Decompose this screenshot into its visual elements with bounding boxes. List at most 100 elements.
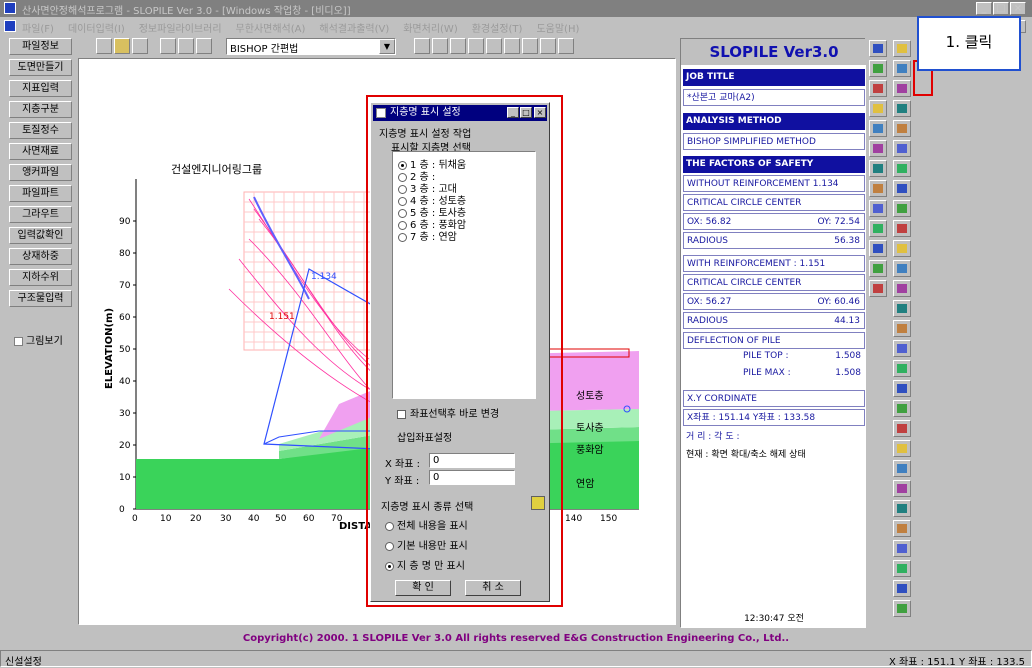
- tool-icon[interactable]: [869, 280, 887, 297]
- tool-icon[interactable]: [893, 260, 911, 277]
- left-button[interactable]: 사면재료: [9, 143, 72, 160]
- tool-icon[interactable]: [893, 540, 911, 557]
- menu-item[interactable]: 데이터입력(I): [67, 24, 125, 35]
- left-button[interactable]: 지표입력: [9, 80, 72, 97]
- menu-item[interactable]: 파일(F): [22, 24, 54, 35]
- tool-icon[interactable]: [893, 520, 911, 537]
- chevron-down-icon[interactable]: ▼: [379, 39, 395, 54]
- tool-icon[interactable]: [893, 400, 911, 417]
- tool-icon[interactable]: [893, 120, 911, 137]
- tool-icon[interactable]: [893, 100, 911, 117]
- tool-icon[interactable]: [869, 140, 887, 157]
- left-button[interactable]: 파일정보: [9, 38, 72, 55]
- cut-icon[interactable]: [160, 38, 176, 54]
- x-coord-input[interactable]: 0: [429, 453, 515, 468]
- left-button[interactable]: 도면만들기: [9, 59, 72, 76]
- analyze-icon[interactable]: [414, 38, 430, 54]
- open-folder-icon[interactable]: [114, 38, 130, 54]
- tool-icon[interactable]: [869, 160, 887, 177]
- grid-icon[interactable]: [468, 38, 484, 54]
- left-button[interactable]: 상재하중: [9, 248, 72, 265]
- tool-icon[interactable]: [869, 220, 887, 237]
- left-button[interactable]: 지층구분: [9, 101, 72, 118]
- dialog-title-bar[interactable]: 지층명 표시 설정 _ □ ×: [373, 105, 547, 121]
- dialog-maximize-button[interactable]: □: [520, 107, 532, 118]
- option-basic[interactable]: 기본 내용만 표시: [385, 537, 468, 552]
- left-button[interactable]: 앵커파일: [9, 164, 72, 181]
- tool-icon[interactable]: [893, 160, 911, 177]
- left-button[interactable]: 그라우트: [9, 206, 72, 223]
- tool-icon[interactable]: [893, 200, 911, 217]
- tool-icon[interactable]: [893, 240, 911, 257]
- tool-icon[interactable]: [893, 460, 911, 477]
- left-button[interactable]: 파일파트: [9, 185, 72, 202]
- tool-icon[interactable]: [869, 120, 887, 137]
- tool-icon[interactable]: [893, 80, 911, 97]
- method-combo[interactable]: BISHOP 간편법 ▼: [226, 38, 396, 55]
- tool-icon[interactable]: [869, 180, 887, 197]
- tool-icon[interactable]: [893, 340, 911, 357]
- zoom-in-icon[interactable]: [486, 38, 502, 54]
- tool-icon[interactable]: [893, 480, 911, 497]
- maximize-button[interactable]: □: [993, 2, 1009, 15]
- minimize-button[interactable]: _: [976, 2, 992, 15]
- tool-icon[interactable]: [893, 280, 911, 297]
- option-name-only[interactable]: 지 층 명 만 표시: [385, 557, 465, 572]
- tool-icon[interactable]: [893, 440, 911, 457]
- print-icon[interactable]: [196, 38, 212, 54]
- left-button[interactable]: 입력값확인: [9, 227, 72, 244]
- layer-list[interactable]: 1 층 : 뒤채움 2 층 :3 층 : 고대 4 층 : 성토층 5 층 : 토사층…: [392, 151, 536, 399]
- refresh-icon[interactable]: [558, 38, 574, 54]
- tool-icon[interactable]: [869, 100, 887, 117]
- y-coord-input[interactable]: 0: [429, 470, 515, 485]
- zoom-window-icon[interactable]: [540, 38, 556, 54]
- tool-icon[interactable]: [869, 60, 887, 77]
- tool-icon[interactable]: [893, 140, 911, 157]
- tool-icon[interactable]: [893, 320, 911, 337]
- left-button[interactable]: 구조물입력: [9, 290, 72, 307]
- left-button[interactable]: 토질정수: [9, 122, 72, 139]
- window-title-bar[interactable]: 산사면안정해석프로그램 - SLOPILE Ver 3.0 - [Windows…: [0, 0, 1032, 17]
- chart-icon[interactable]: [432, 38, 448, 54]
- tool-icon[interactable]: [893, 300, 911, 317]
- menu-item[interactable]: 무한사면해석(A): [235, 24, 306, 35]
- dialog-minimize-button[interactable]: _: [507, 107, 519, 118]
- tool-icon[interactable]: [869, 240, 887, 257]
- table-icon[interactable]: [450, 38, 466, 54]
- apply-icon[interactable]: [531, 496, 545, 510]
- tool-icon[interactable]: [893, 180, 911, 197]
- tool-icon[interactable]: [869, 200, 887, 217]
- option-all[interactable]: 전체 내용을 표시: [385, 517, 468, 532]
- tool-icon[interactable]: [893, 420, 911, 437]
- zoom-fit-icon[interactable]: [522, 38, 538, 54]
- tool-icon[interactable]: [893, 560, 911, 577]
- tool-icon[interactable]: [893, 380, 911, 397]
- menu-item[interactable]: 화면처리(W): [403, 24, 458, 35]
- menu-item[interactable]: 정보파일라이브러리: [138, 24, 222, 35]
- tool-icon[interactable]: [893, 600, 911, 617]
- tool-icon[interactable]: [869, 40, 887, 57]
- menu-item[interactable]: 도움말(H): [536, 24, 580, 35]
- layer-option[interactable]: 2 층 :: [398, 168, 435, 183]
- ok-button[interactable]: 확 인: [395, 580, 451, 596]
- tool-icon[interactable]: [893, 220, 911, 237]
- layer-option[interactable]: 5 층 : 토사층: [398, 204, 466, 219]
- tool-icon[interactable]: [869, 80, 887, 97]
- layer-option[interactable]: 7 층 : 연암: [398, 228, 457, 243]
- menu-item[interactable]: 해석결과출력(V): [319, 24, 390, 35]
- layer-option[interactable]: 6 층 : 풍화암: [398, 216, 466, 231]
- tool-icon[interactable]: [893, 40, 911, 57]
- copy-icon[interactable]: [178, 38, 194, 54]
- tool-icon[interactable]: [869, 260, 887, 277]
- grid-view-checkbox[interactable]: 그림보기: [14, 332, 63, 347]
- left-button[interactable]: 지하수위: [9, 269, 72, 286]
- save-icon[interactable]: [132, 38, 148, 54]
- layer-option[interactable]: 3 층 : 고대: [398, 180, 457, 195]
- dialog-close-button[interactable]: ×: [534, 107, 546, 118]
- close-button[interactable]: ×: [1010, 2, 1026, 15]
- layer-option[interactable]: 1 층 : 뒤채움: [398, 156, 466, 171]
- tool-icon[interactable]: [893, 360, 911, 377]
- cancel-button[interactable]: 취 소: [465, 580, 521, 596]
- new-file-icon[interactable]: [96, 38, 112, 54]
- tool-icon[interactable]: [893, 580, 911, 597]
